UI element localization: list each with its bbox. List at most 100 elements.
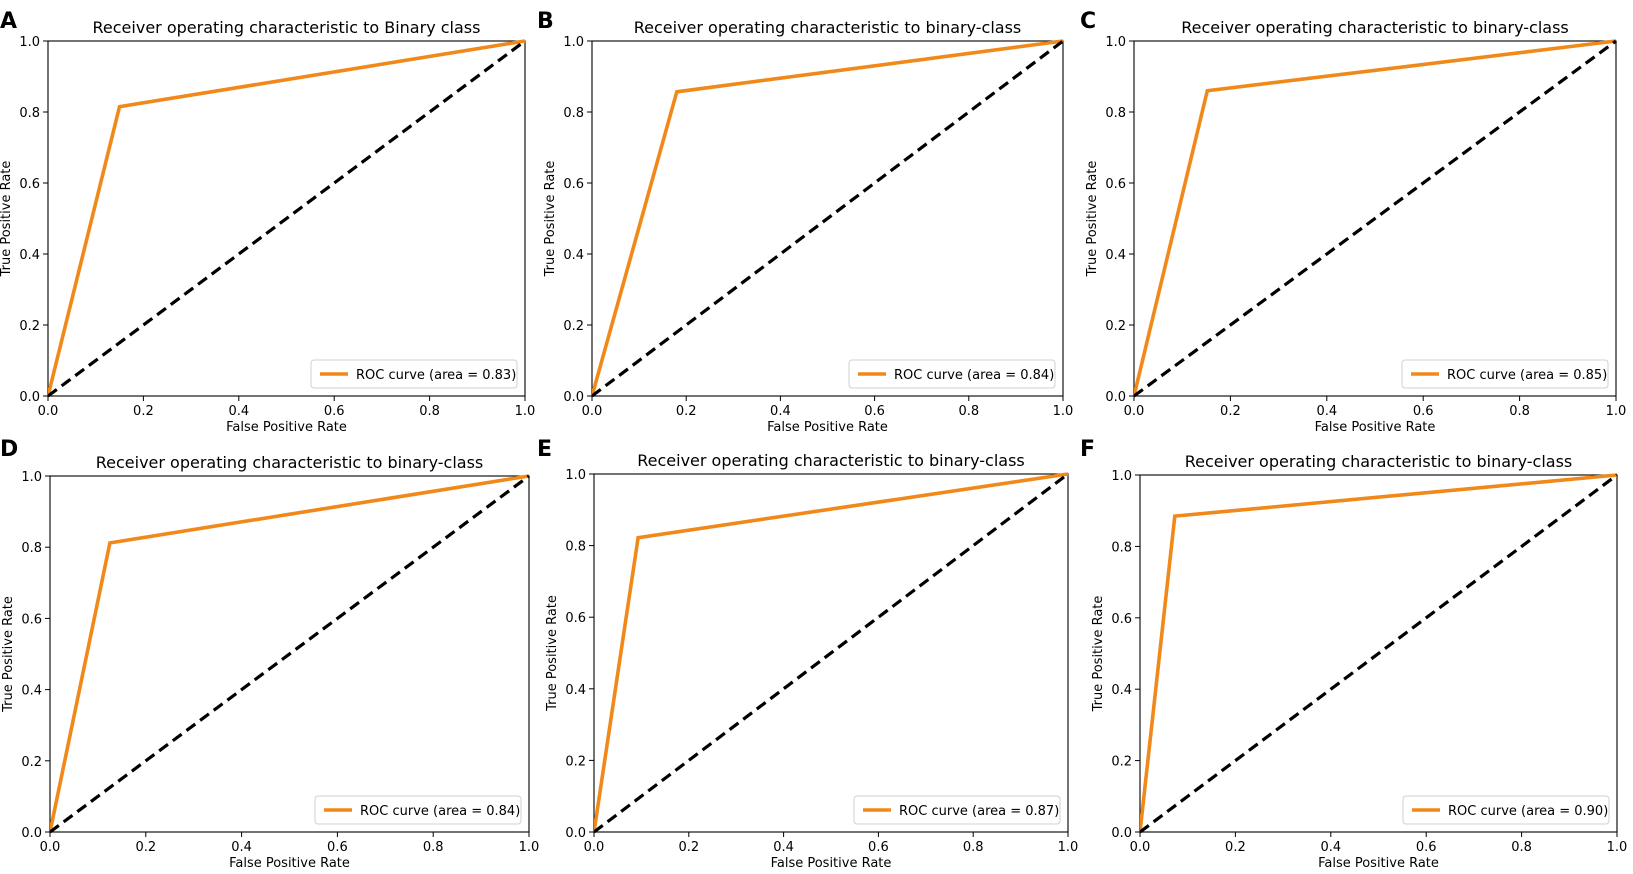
y-tick-label: 0.6 [565, 611, 586, 626]
chance-diagonal-line [1134, 39, 1617, 398]
y-tick-label: 0.2 [19, 319, 40, 334]
panel-letter: E [537, 437, 552, 462]
x-tick-label: 0.6 [868, 840, 889, 855]
y-tick-label: 0.0 [565, 826, 586, 841]
x-tick-label: 1.0 [519, 840, 540, 855]
x-axis-label: False Positive Rate [229, 856, 350, 871]
panel-letter: B [537, 9, 554, 34]
y-tick-label: 0.2 [1111, 755, 1132, 770]
y-tick-label: 0.6 [1105, 177, 1126, 192]
y-axis-label: True Positive Rate [0, 161, 14, 278]
plot-frame [47, 40, 526, 397]
plot-frame [1133, 40, 1617, 397]
x-tick-label: 0.2 [133, 404, 154, 419]
y-tick-label: 1.0 [19, 35, 40, 50]
roc-curve-line [594, 472, 1069, 833]
x-tick-label: 0.6 [324, 404, 345, 419]
x-tick-label: 0.8 [958, 404, 979, 419]
roc-curve-line [1140, 473, 1618, 833]
x-tick-label: 0.4 [770, 404, 791, 419]
x-tick-label: 0.4 [1316, 404, 1337, 419]
y-tick-label: 0.0 [21, 826, 42, 841]
panel-letter: A [0, 9, 17, 34]
y-tick-label: 0.2 [565, 754, 586, 769]
plot-frame [593, 473, 1069, 833]
chance-diagonal-line [1140, 473, 1618, 834]
y-axis-label: True Positive Rate [545, 595, 560, 712]
y-tick-label: 0.2 [21, 755, 42, 770]
legend: ROC curve (area = 0.84) [314, 795, 522, 825]
chance-diagonal-line [594, 472, 1069, 834]
legend: ROC curve (area = 0.83) [310, 359, 518, 389]
legend: ROC curve (area = 0.85) [1401, 359, 1609, 389]
y-tick-label: 0.0 [1111, 826, 1132, 841]
y-tick-label: 0.6 [563, 177, 584, 192]
legend-box [310, 359, 518, 389]
y-tick-label: 0.6 [19, 177, 40, 192]
chart-title: Receiver operating characteristic to Bin… [93, 18, 481, 37]
roc-panel-a: A Receiver operating characteristic to Bi… [0, 9, 535, 435]
x-tick-label: 0.0 [1130, 840, 1151, 855]
y-tick-label: 0.8 [1111, 540, 1132, 555]
roc-panel-f: F Receiver operating characteristic to bi… [1080, 437, 1627, 871]
legend-label: ROC curve (area = 0.84) [360, 804, 520, 819]
plot-frame [591, 40, 1064, 397]
y-tick-label: 1.0 [1111, 469, 1132, 484]
y-tick-label: 0.8 [563, 106, 584, 121]
y-tick-label: 0.4 [563, 248, 584, 263]
roc-curve-line [1134, 39, 1617, 397]
x-axis-label: False Positive Rate [767, 420, 888, 435]
legend-box [848, 359, 1056, 389]
y-tick-label: 0.6 [1111, 612, 1132, 627]
y-tick-label: 0.4 [19, 248, 40, 263]
x-tick-label: 0.0 [38, 404, 59, 419]
roc-panel-b: B Receiver operating characteristic to bi… [537, 9, 1073, 435]
x-axis-label: False Positive Rate [226, 420, 347, 435]
x-tick-label: 0.2 [1225, 840, 1246, 855]
y-tick-label: 0.4 [565, 683, 586, 698]
x-tick-label: 0.4 [773, 840, 794, 855]
legend-label: ROC curve (area = 0.85) [1447, 368, 1607, 383]
x-tick-label: 0.8 [963, 840, 984, 855]
legend-box [1401, 359, 1609, 389]
y-axis-label: True Positive Rate [1, 596, 16, 713]
y-tick-label: 0.2 [563, 319, 584, 334]
y-axis-label: True Positive Rate [1091, 596, 1106, 713]
x-axis-label: False Positive Rate [1315, 420, 1436, 435]
y-tick-label: 0.6 [21, 612, 42, 627]
x-tick-label: 0.6 [1416, 840, 1437, 855]
chart-title: Receiver operating characteristic to bin… [1181, 18, 1569, 37]
x-tick-label: 0.0 [584, 840, 605, 855]
y-tick-label: 0.8 [21, 541, 42, 556]
x-axis-label: False Positive Rate [1318, 856, 1439, 871]
chart-title: Receiver operating characteristic to bin… [637, 451, 1025, 470]
y-tick-label: 0.4 [1105, 248, 1126, 263]
y-axis-label: True Positive Rate [543, 161, 558, 278]
legend: ROC curve (area = 0.87) [853, 795, 1061, 825]
y-tick-label: 0.8 [19, 106, 40, 121]
y-tick-label: 1.0 [21, 470, 42, 485]
legend-label: ROC curve (area = 0.90) [1448, 804, 1608, 819]
chance-diagonal-line [592, 39, 1064, 398]
x-tick-label: 0.2 [135, 840, 156, 855]
legend: ROC curve (area = 0.90) [1402, 795, 1610, 825]
roc-panel-c: C Receiver operating characteristic to bi… [1080, 9, 1626, 435]
chance-diagonal-line [50, 474, 530, 834]
x-tick-label: 0.8 [419, 404, 440, 419]
x-tick-label: 1.0 [1058, 840, 1079, 855]
legend: ROC curve (area = 0.84) [848, 359, 1056, 389]
chart-title: Receiver operating characteristic to bin… [96, 453, 484, 472]
roc-panel-e: E Receiver operating characteristic to bi… [537, 437, 1078, 871]
y-tick-label: 0.0 [19, 390, 40, 405]
x-tick-label: 0.0 [1124, 404, 1145, 419]
legend-box [853, 795, 1061, 825]
y-tick-label: 0.0 [1105, 390, 1126, 405]
panel-letter: C [1080, 9, 1096, 34]
panel-letter: D [0, 437, 18, 462]
x-tick-label: 0.0 [40, 840, 61, 855]
x-tick-label: 0.4 [231, 840, 252, 855]
roc-curve-line [592, 39, 1064, 397]
y-tick-label: 0.0 [563, 390, 584, 405]
x-tick-label: 1.0 [515, 404, 536, 419]
